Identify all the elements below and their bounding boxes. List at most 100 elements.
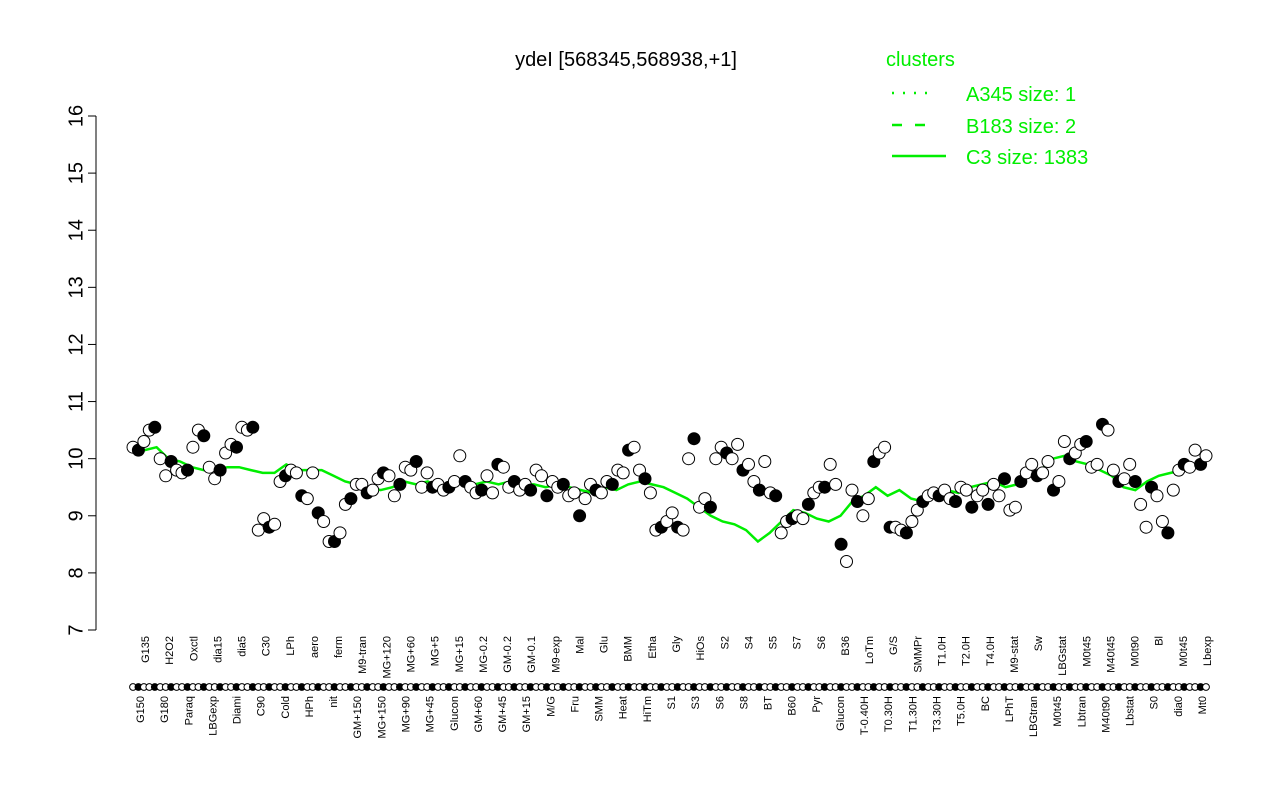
data-point-16: [213, 463, 227, 477]
data-point-40: [344, 492, 358, 506]
y-tick-label-8: 8: [65, 567, 87, 578]
x-label-lower-16: GM+15: [521, 696, 533, 732]
data-point-153: [959, 483, 973, 497]
x-label-lower-17: M/G: [545, 696, 557, 717]
x-label-lower-6: Cold: [280, 696, 292, 719]
x-label-upper-11: MG+60: [406, 636, 418, 672]
data-point-75: [535, 469, 548, 483]
x-label-lower-23: S3: [690, 696, 702, 709]
x-label-upper-12: MG+5: [430, 636, 442, 666]
x-label-lower-43: dia0: [1173, 696, 1185, 717]
data-point-79: [556, 477, 570, 491]
x-label-upper-23: HiOs: [695, 636, 707, 661]
data-point-101: [676, 523, 690, 537]
data-point-184: [1128, 475, 1142, 488]
x-label-lower-1: G180: [159, 696, 171, 723]
data-point-115: [752, 483, 766, 497]
x-tick-mark-197: [1202, 683, 1210, 691]
x-label-upper-15: GM-0.2: [502, 636, 514, 673]
x-label-lower-9: GM+150: [352, 696, 364, 739]
data-point-162: [1008, 500, 1022, 514]
x-label-lower-25: S8: [738, 696, 750, 709]
x-label-lower-7: HPh: [304, 696, 316, 717]
x-label-lower-21: HiTm: [642, 696, 654, 722]
x-label-upper-33: T1.0H: [937, 636, 949, 666]
x-label-upper-28: S6: [816, 636, 828, 649]
data-point-65: [480, 469, 494, 483]
x-label-lower-30: T-0.40H: [859, 696, 871, 735]
data-point-81: [567, 486, 581, 500]
data-point-107: [709, 452, 723, 466]
data-point-66: [486, 486, 499, 500]
data-point-129: [829, 477, 843, 491]
data-point-127: [818, 480, 832, 494]
x-label-lower-26: BT: [763, 696, 775, 710]
data-point-53: [415, 480, 429, 494]
data-point-86: [594, 486, 608, 500]
data-point-167: [1036, 466, 1050, 480]
x-label-lower-31: T0.30H: [883, 696, 895, 732]
y-tick-label-16: 16: [65, 105, 87, 127]
data-point-185: [1134, 497, 1148, 511]
data-point-197: [1199, 449, 1213, 463]
x-label-upper-26: S5: [768, 636, 780, 649]
x-label-upper-13: MG+15: [454, 636, 466, 672]
x-label-upper-4: dia5: [237, 636, 249, 657]
data-point-99: [665, 506, 679, 520]
x-label-upper-10: MG+120: [381, 636, 393, 679]
data-point-49: [393, 477, 407, 491]
x-label-lower-10: MG+150: [376, 696, 388, 739]
data-point-95: [643, 486, 657, 500]
data-point-113: [742, 457, 755, 471]
data-point-158: [987, 477, 1001, 491]
data-point-94: [638, 472, 652, 486]
x-label-upper-18: Mal: [574, 636, 586, 654]
x-label-lower-35: BC: [980, 696, 992, 711]
data-point-128: [823, 457, 837, 471]
data-point-179: [1101, 423, 1115, 437]
data-point-110: [725, 452, 739, 466]
x-label-upper-27: S7: [792, 636, 804, 649]
data-point-170: [1052, 475, 1066, 488]
x-label-upper-0: G135: [140, 636, 152, 663]
data-point-106: [703, 500, 717, 514]
data-point-2: [137, 435, 151, 448]
x-label-lower-2: Paraq: [183, 696, 195, 725]
x-label-upper-22: Gly: [671, 636, 683, 653]
legend-entry-b183: B183 size: 2: [966, 116, 1076, 138]
data-point-59: [447, 475, 461, 488]
data-point-130: [834, 537, 848, 551]
x-label-lower-42: S0: [1149, 696, 1161, 709]
y-tick-label-14: 14: [65, 219, 87, 241]
data-point-13: [197, 429, 211, 443]
data-point-154: [965, 500, 979, 514]
x-label-lower-0: G150: [135, 696, 147, 723]
data-point-111: [731, 437, 745, 451]
y-tick-label-9: 9: [65, 510, 87, 521]
x-label-lower-38: M0t45: [1052, 696, 1064, 727]
x-label-upper-44: Lbexp: [1202, 636, 1214, 666]
x-label-upper-25: S4: [743, 636, 755, 649]
data-point-138: [878, 440, 892, 454]
data-point-68: [496, 460, 510, 474]
data-point-168: [1041, 455, 1055, 468]
x-label-upper-19: Glu: [599, 636, 611, 653]
x-label-upper-32: SMMPr: [912, 636, 924, 673]
x-label-upper-20: BMM: [623, 636, 635, 662]
legend-entry-a345: A345 size: 1: [966, 84, 1076, 106]
x-label-upper-7: aero: [309, 636, 321, 658]
x-label-upper-34: T2.0H: [961, 636, 973, 666]
y-tick-label-11: 11: [65, 391, 87, 412]
data-point-30: [289, 466, 303, 480]
x-label-upper-39: M0t45: [1081, 636, 1093, 667]
x-label-upper-35: T4.0H: [985, 636, 997, 666]
data-point-82: [573, 509, 587, 523]
data-point-143: [905, 515, 919, 528]
data-point-10: [181, 463, 194, 477]
data-point-76: [540, 489, 554, 503]
data-point-177: [1090, 457, 1104, 471]
x-label-group: G135 H2O2 Oxctl dia15 dia5 C30 LPh aero ferm M9-t…: [135, 635, 1214, 738]
x-label-upper-21: Etha: [647, 635, 659, 659]
data-point-160: [998, 472, 1011, 486]
